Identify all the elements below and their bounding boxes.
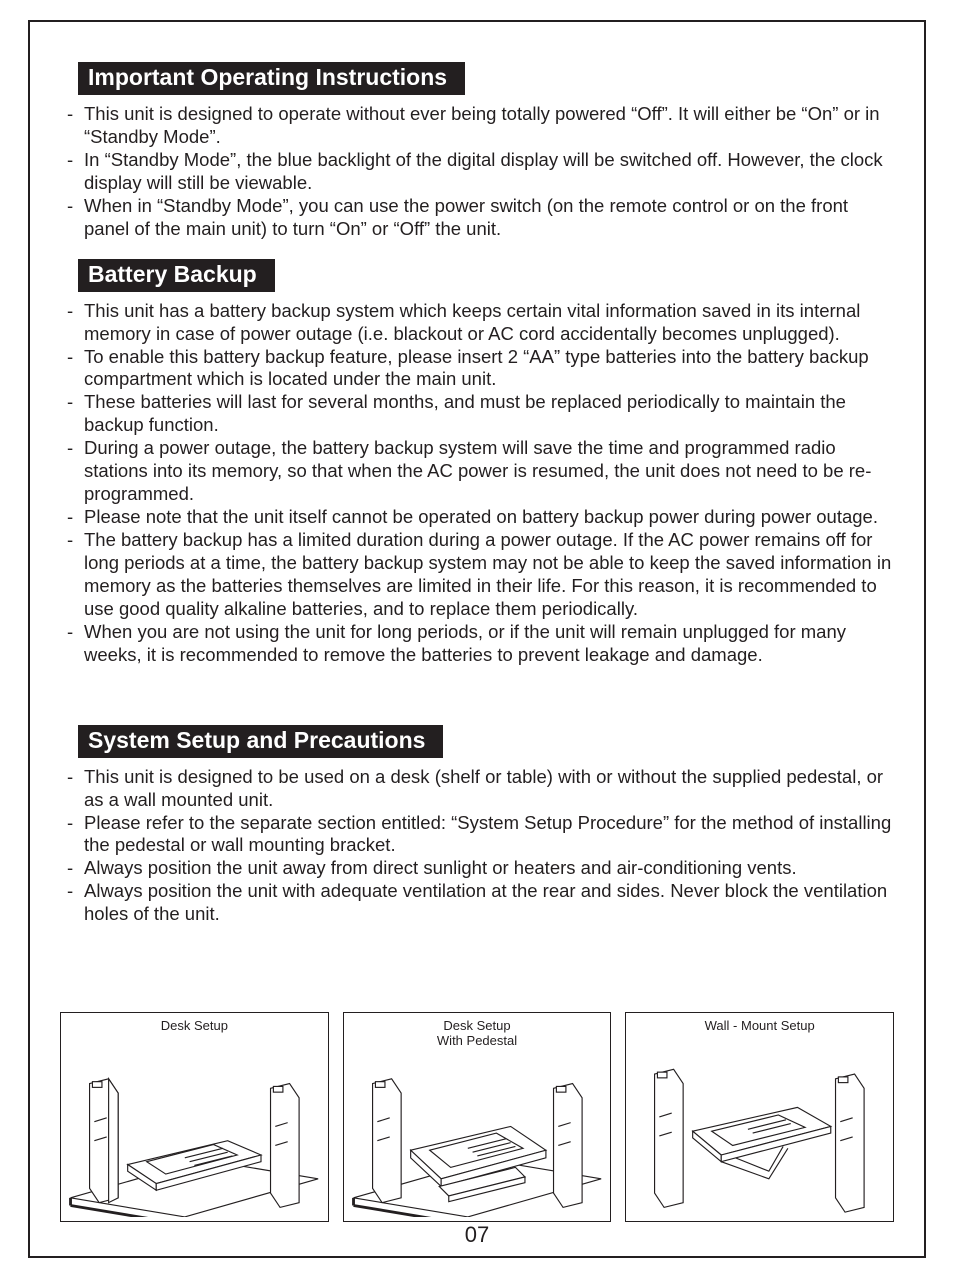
section-heading-setup: System Setup and Precautions bbox=[78, 725, 443, 758]
bullet-list-operating: This unit is designed to operate without… bbox=[60, 103, 894, 241]
list-item: This unit has a battery backup system wh… bbox=[62, 300, 892, 346]
list-item: To enable this battery backup feature, p… bbox=[62, 346, 892, 392]
list-item: Please note that the unit itself cannot … bbox=[62, 506, 892, 529]
diagram-svg-wall bbox=[626, 1055, 893, 1217]
list-item: During a power outage, the battery backu… bbox=[62, 437, 892, 506]
diagram-row: Desk Setup bbox=[60, 1012, 894, 1222]
list-item: Always position the unit with adequate v… bbox=[62, 880, 892, 926]
page-number: 07 bbox=[30, 1222, 924, 1248]
diagram-svg-desk bbox=[61, 1055, 328, 1217]
list-item: When you are not using the unit for long… bbox=[62, 621, 892, 667]
list-item: Please refer to the separate section ent… bbox=[62, 812, 892, 858]
caption-text: Wall - Mount Setup bbox=[705, 1018, 815, 1033]
page-border: Important Operating Instructions This un… bbox=[28, 20, 926, 1258]
list-item: This unit is designed to be used on a de… bbox=[62, 766, 892, 812]
list-item: When in “Standby Mode”, you can use the … bbox=[62, 195, 892, 241]
caption-text: Desk Setup bbox=[161, 1018, 228, 1033]
diagram-svg-pedestal bbox=[344, 1055, 611, 1217]
diagram-caption: Wall - Mount Setup bbox=[626, 1019, 893, 1034]
diagram-caption: Desk Setup bbox=[61, 1019, 328, 1034]
list-item: Always position the unit away from direc… bbox=[62, 857, 892, 880]
diagram-caption: Desk Setup With Pedestal bbox=[344, 1019, 611, 1049]
list-item: This unit is designed to operate without… bbox=[62, 103, 892, 149]
bullet-list-setup: This unit is designed to be used on a de… bbox=[60, 766, 894, 927]
section-heading-battery: Battery Backup bbox=[78, 259, 275, 292]
diagram-wall: Wall - Mount Setup bbox=[625, 1012, 894, 1222]
caption-text: Desk Setup bbox=[443, 1018, 510, 1033]
manual-page: Important Operating Instructions This un… bbox=[0, 0, 954, 1272]
diagram-desk: Desk Setup bbox=[60, 1012, 329, 1222]
list-item: The battery backup has a limited duratio… bbox=[62, 529, 892, 621]
spacer bbox=[60, 685, 894, 725]
list-item: In “Standby Mode”, the blue backlight of… bbox=[62, 149, 892, 195]
section-heading-operating: Important Operating Instructions bbox=[78, 62, 465, 95]
spacer bbox=[60, 944, 894, 1004]
bullet-list-battery: This unit has a battery backup system wh… bbox=[60, 300, 894, 667]
list-item: These batteries will last for several mo… bbox=[62, 391, 892, 437]
diagram-pedestal: Desk Setup With Pedestal bbox=[343, 1012, 612, 1222]
caption-text: With Pedestal bbox=[437, 1033, 517, 1048]
